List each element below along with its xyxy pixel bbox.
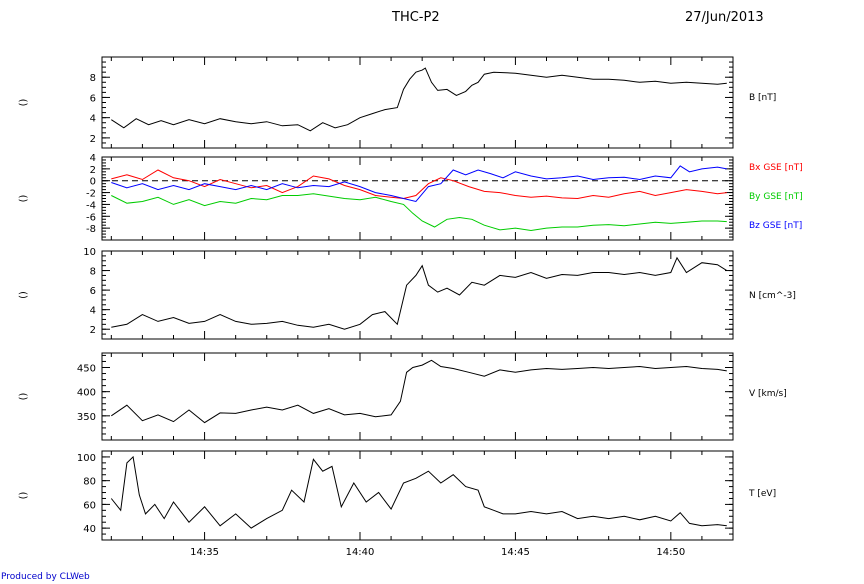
series-line-v bbox=[111, 359, 727, 424]
x-tick-label: 14:35 bbox=[190, 547, 219, 558]
legend-label: B [nT] bbox=[749, 93, 776, 103]
series-line-bz bbox=[111, 165, 727, 203]
x-tick-label: 14:50 bbox=[656, 547, 685, 558]
date-label: 27/Jun/2013 bbox=[685, 10, 764, 25]
y-tick-label: 450 bbox=[77, 364, 96, 375]
x-tick-label: 14:40 bbox=[346, 547, 375, 558]
series-line-b bbox=[111, 67, 727, 132]
credit-label: Produced by CLWeb bbox=[1, 572, 90, 582]
y-tick-label: -4 bbox=[86, 200, 96, 211]
y-tick-label: 4 bbox=[90, 153, 96, 164]
series-line-n bbox=[111, 256, 728, 330]
y-tick-label: 8 bbox=[90, 73, 96, 84]
y-tick-label: 2 bbox=[90, 134, 96, 145]
y-tick-label: -2 bbox=[86, 189, 96, 200]
panel-frame bbox=[101, 352, 734, 441]
series-line-t bbox=[110, 455, 727, 529]
legend-label: N [cm^-3] bbox=[749, 291, 796, 301]
y-tick-label: 350 bbox=[77, 412, 96, 423]
panel-side-label: () bbox=[17, 393, 28, 401]
y-tick-label: 6 bbox=[90, 93, 96, 104]
y-tick-label: 2 bbox=[90, 325, 96, 336]
series-line-by bbox=[111, 193, 727, 232]
y-tick-label: 400 bbox=[77, 388, 96, 399]
panel-frame bbox=[101, 250, 734, 340]
y-tick-label: 8 bbox=[90, 267, 96, 278]
legend-label: Bx GSE [nT] bbox=[749, 163, 803, 173]
y-tick-label: 6 bbox=[90, 286, 96, 297]
y-tick-label: 4 bbox=[90, 306, 96, 317]
y-tick-label: 80 bbox=[83, 477, 96, 488]
legend-label: Bz GSE [nT] bbox=[749, 221, 802, 231]
panel-frame bbox=[101, 56, 734, 149]
y-tick-label: 2 bbox=[90, 165, 96, 176]
x-tick-label: 14:45 bbox=[501, 547, 530, 558]
panel-side-label: () bbox=[17, 492, 28, 500]
y-tick-label: 60 bbox=[83, 500, 96, 511]
legend-label: By GSE [nT] bbox=[749, 192, 803, 202]
y-tick-label: 100 bbox=[77, 453, 96, 464]
legend-label: V [km/s] bbox=[749, 389, 787, 399]
panel-side-label: () bbox=[17, 99, 28, 107]
y-tick-label: 4 bbox=[90, 114, 96, 125]
y-tick-label: -8 bbox=[86, 224, 96, 235]
y-tick-label: 40 bbox=[83, 524, 96, 535]
panel-side-label: () bbox=[17, 195, 28, 203]
y-tick-label: 10 bbox=[83, 247, 96, 258]
panel-frame bbox=[101, 450, 734, 541]
legend-label: T [eV] bbox=[748, 489, 776, 499]
y-tick-label: 0 bbox=[90, 177, 96, 188]
y-tick-label: -6 bbox=[86, 212, 96, 223]
panel-frame bbox=[101, 156, 734, 241]
spacecraft-title: THC-P2 bbox=[392, 10, 440, 25]
panel-side-label: () bbox=[17, 291, 28, 299]
series-line-bx bbox=[111, 169, 727, 200]
